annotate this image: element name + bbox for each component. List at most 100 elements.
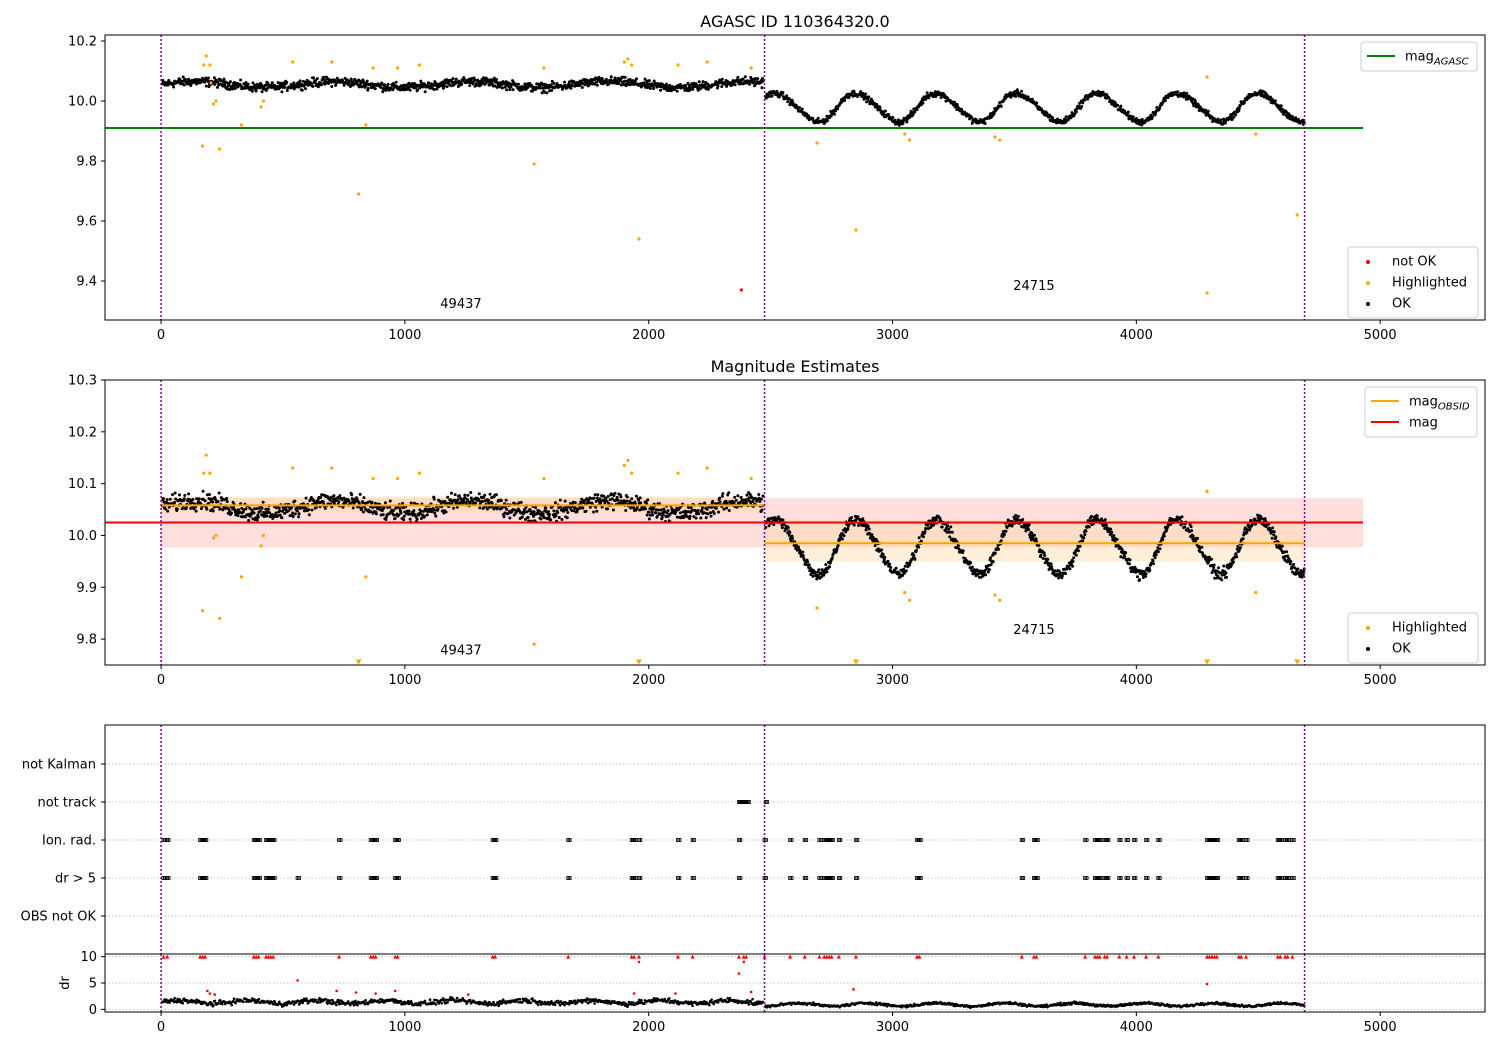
p2-ok-point — [560, 518, 564, 522]
p2-obsid-label: 24715 — [1013, 623, 1054, 638]
p2-ok-point — [736, 494, 740, 498]
p1-ok-point — [1030, 97, 1034, 101]
p2-ok-point — [1110, 530, 1114, 534]
p2-ok-point — [694, 516, 698, 520]
p1-ok-point — [753, 77, 757, 81]
p2-obsid-label: 49437 — [440, 644, 481, 659]
p2-ok-point — [1074, 553, 1078, 557]
p2-ok-point — [1280, 544, 1284, 548]
p1-ok-point — [1140, 118, 1144, 122]
p2-ok-point — [1158, 547, 1162, 551]
p2-ok-point — [1127, 562, 1131, 566]
p1-ok-point — [206, 76, 210, 80]
p1-ok-point — [770, 94, 774, 98]
p2-ok-point — [661, 513, 665, 517]
p1-ok-point — [659, 88, 663, 92]
p2-ok-point — [1224, 571, 1228, 575]
p2-ok-point — [650, 510, 654, 514]
p1-ok-point — [451, 77, 455, 81]
p2-ok-point — [541, 512, 545, 516]
p2-ok-point — [265, 514, 269, 518]
p1-ok-point — [1051, 116, 1055, 120]
p1-ok-point — [1119, 104, 1123, 108]
p2-ok-point — [1016, 514, 1020, 518]
p1-ok-point — [1237, 109, 1241, 113]
p1-ok-point — [1234, 113, 1238, 117]
p1-ok-point — [756, 77, 760, 81]
p2-ok-point — [255, 507, 259, 511]
p1-point — [739, 288, 743, 292]
p2-ytick-label: 9.9 — [76, 581, 97, 596]
p2-ok-point — [880, 548, 884, 552]
p1-ok-point — [482, 76, 486, 80]
p2-ok-point — [164, 507, 168, 511]
p2-ok-point — [699, 516, 703, 520]
p2-ok-point — [1245, 530, 1249, 534]
p1-ok-point — [182, 83, 186, 87]
p1-ok-point — [541, 86, 545, 90]
p1-ok-point — [204, 84, 208, 88]
p2-ok-point — [267, 507, 271, 511]
p2-ok-point — [563, 499, 567, 503]
p1-ok-point — [1073, 112, 1077, 116]
p2-ok-point — [1138, 578, 1142, 582]
p1-ok-point — [311, 84, 315, 88]
p2-ok-point — [1084, 529, 1088, 533]
p1-ok-point — [361, 80, 365, 84]
p1-ok-point — [246, 82, 250, 86]
p2-ok-point — [293, 499, 297, 503]
p2-point — [371, 476, 375, 481]
p1-ok-point — [550, 88, 554, 92]
p2-ok-point — [381, 513, 385, 517]
p1-ok-point — [222, 77, 226, 81]
p1-ok-point — [878, 106, 882, 110]
p2-ok-point — [801, 554, 805, 558]
p1-ok-point — [552, 81, 556, 85]
p1-ok-point — [816, 116, 820, 120]
p1-ok-point — [516, 82, 520, 86]
p2-ok-point — [1068, 567, 1072, 571]
p2-ok-point — [961, 549, 965, 553]
p2-point — [705, 466, 709, 470]
p2-ok-point — [886, 559, 890, 563]
p2-ok-point — [1076, 549, 1080, 553]
p2-ok-point — [704, 516, 708, 520]
p2-ok-point — [1095, 514, 1099, 518]
p2-ok-point — [700, 506, 704, 510]
p2-ok-point — [632, 506, 636, 510]
p2-ok-point — [1296, 567, 1300, 571]
p2-ytick-label: 10.1 — [68, 477, 97, 492]
p1-ytick-label: 9.6 — [76, 215, 97, 230]
p1-point — [364, 123, 368, 127]
p2-ok-point — [613, 491, 617, 495]
p1-lower-legend-marker — [1366, 281, 1370, 285]
p1-ok-point — [735, 78, 739, 82]
p1-ok-point — [609, 75, 613, 79]
p2-ok-point — [611, 508, 615, 512]
p2-ok-point — [1271, 526, 1275, 530]
p2-ok-point — [248, 506, 252, 510]
p2-ok-point — [290, 505, 294, 509]
p2-ok-point — [207, 493, 211, 497]
p4-dr-point — [181, 1001, 185, 1005]
p2-ok-point — [236, 513, 240, 517]
p2-ok-point — [988, 556, 992, 560]
p2-ok-point — [374, 512, 378, 516]
p2-ok-point — [919, 539, 923, 543]
p2-ok-point — [284, 506, 288, 510]
p1-point — [259, 105, 263, 109]
p2-ok-point — [350, 497, 354, 501]
p2-ok-point — [705, 507, 709, 511]
p1-ok-point — [255, 82, 259, 86]
p1-point — [903, 132, 907, 136]
p2-point — [217, 616, 222, 620]
p2-ok-point — [950, 530, 954, 534]
p2-point — [1254, 590, 1258, 595]
p1-ok-point — [668, 83, 672, 87]
p2-ok-point — [993, 551, 997, 555]
p1-ok-point — [833, 109, 837, 113]
p2-ok-point — [655, 514, 659, 518]
p2-ok-point — [1071, 560, 1075, 564]
p2-ok-point — [727, 509, 731, 513]
p2-point — [200, 608, 205, 613]
